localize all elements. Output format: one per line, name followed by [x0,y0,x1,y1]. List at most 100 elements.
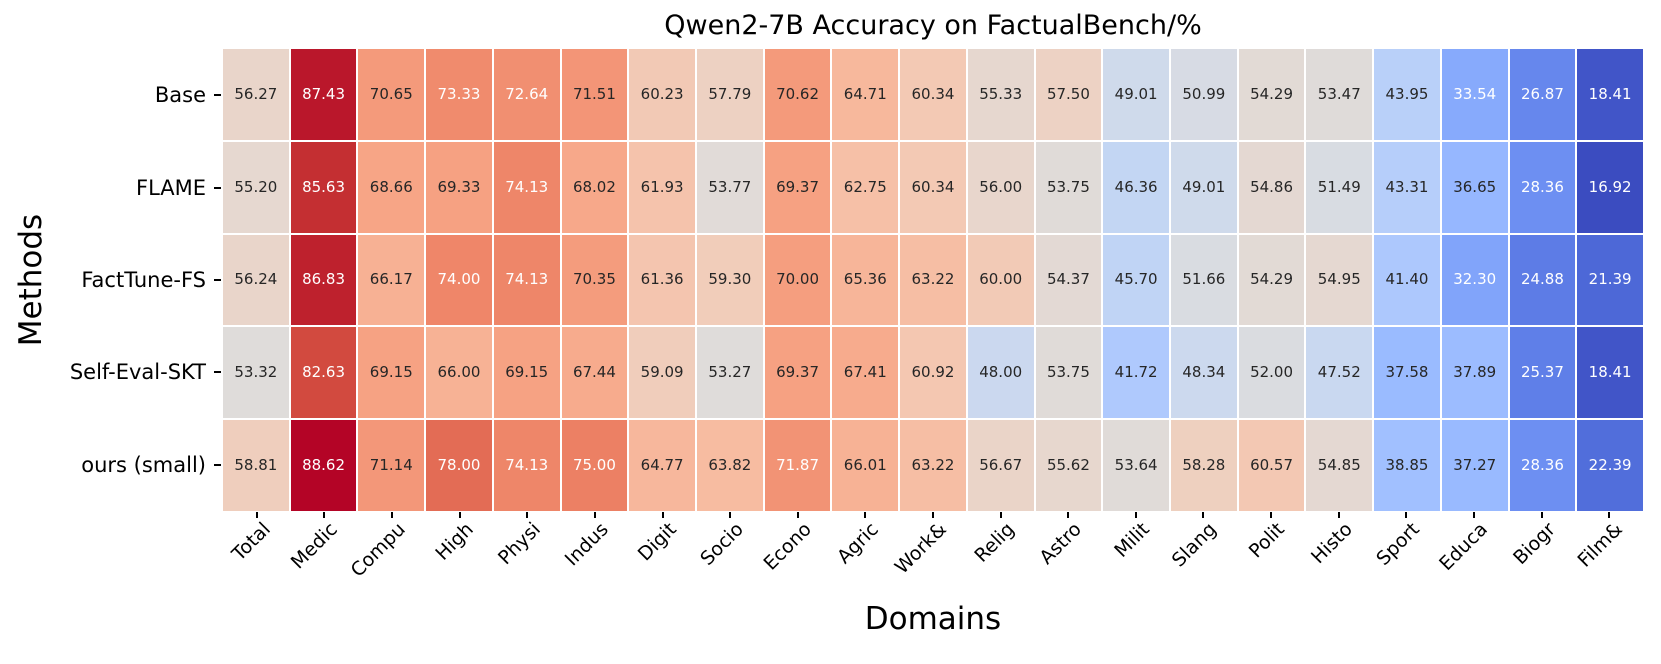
heatmap-cell: 68.02 [561,141,628,233]
heatmap-cell: 16.92 [1577,141,1643,233]
heatmap-cell: 56.24 [223,234,289,326]
heatmap-cell: 73.33 [426,49,492,140]
heatmap-cell: 88.62 [290,420,357,511]
heatmap-cell: 55.62 [1035,420,1102,511]
heatmap-cell: 49.01 [1103,49,1169,140]
heatmap-cell: 70.65 [358,49,425,140]
heatmap-cell: 85.63 [290,141,357,233]
x-tick-mark [796,512,799,518]
y-tick-label: Base [154,83,206,108]
heatmap-cell: 56.00 [967,141,1034,233]
heatmap-cell: 60.34 [900,49,966,140]
heatmap-cell: 41.40 [1374,234,1440,326]
heatmap-cell: 78.00 [426,420,492,511]
x-tick-mark [999,512,1002,518]
heatmap-cell: 60.23 [629,49,695,140]
heatmap-cell: 69.15 [493,327,560,419]
heatmap-cell: 21.39 [1577,234,1643,326]
x-tick-mark [391,512,394,518]
heatmap-cell: 74.13 [493,234,560,326]
heatmap-cell: 70.35 [561,234,628,326]
heatmap-cell: 18.41 [1577,49,1643,140]
heatmap-cell: 53.75 [1035,327,1102,419]
heatmap-cell: 28.36 [1509,141,1576,233]
x-tick-mark [1337,512,1340,518]
heatmap-cell: 45.70 [1103,234,1169,326]
heatmap-cell: 61.93 [629,141,695,233]
heatmap-cell: 82.63 [290,327,357,419]
heatmap-cell: 63.22 [900,234,966,326]
heatmap-cell: 63.82 [697,420,763,511]
heatmap-cell: 37.89 [1441,327,1508,419]
heatmap-cell: 50.99 [1171,49,1237,140]
heatmap-cell: 64.71 [832,49,899,140]
x-tick-mark [932,512,934,518]
heatmap-cell: 24.88 [1509,234,1576,326]
y-tick-label: FLAME [135,175,206,200]
heatmap-cell: 74.13 [493,141,560,233]
x-axis-label: Domains [864,601,1002,637]
heatmap-cell: 53.77 [697,141,763,233]
heatmap-cell: 64.77 [629,420,695,511]
heatmap-cell: 57.50 [1035,49,1102,140]
heatmap-cell: 32.30 [1441,234,1508,326]
heatmap-cell: 53.47 [1306,49,1373,140]
heatmap-cell: 51.49 [1306,141,1373,233]
heatmap-cell: 53.27 [697,327,763,419]
heatmap-cell: 49.01 [1171,141,1237,233]
heatmap-cell: 69.33 [426,141,492,233]
heatmap-cell: 68.66 [358,141,425,233]
heatmap-cell: 67.44 [561,327,628,419]
heatmap-cell: 60.00 [967,234,1034,326]
heatmap-cell: 51.66 [1171,234,1237,326]
x-tick-mark [1067,512,1070,518]
x-tick-mark [864,512,867,518]
heatmap-cell: 28.36 [1509,420,1576,511]
heatmap-cell: 46.36 [1103,141,1169,233]
heatmap-cell: 69.15 [358,327,425,419]
x-tick-mark [1202,512,1205,518]
heatmap-cell: 66.00 [426,327,492,419]
x-tick-mark [1540,512,1543,518]
y-tick-mark [214,279,221,281]
x-tick-mark [1134,512,1137,518]
heatmap-cell: 54.29 [1238,234,1305,326]
heatmap-cell: 55.33 [967,49,1034,140]
heatmap-cell: 87.43 [290,49,357,140]
heatmap-cell: 37.27 [1441,420,1508,511]
chart-title: Qwen2-7B Accuracy on FactualBench/% [664,10,1202,41]
x-tick-mark [1608,512,1611,518]
heatmap-cell: 71.51 [561,49,628,140]
heatmap-cell: 58.28 [1171,420,1237,511]
heatmap-cell: 74.00 [426,234,492,326]
x-tick-mark [593,512,596,518]
x-tick-mark [323,512,326,518]
heatmap-cell: 59.30 [697,234,763,326]
heatmap-cell: 63.22 [900,420,966,511]
x-tick-mark [255,512,258,518]
heatmap-cell: 69.37 [764,141,831,233]
heatmap-cell: 66.01 [832,420,899,511]
x-tick-mark [1472,512,1475,518]
x-tick-mark [661,512,664,518]
y-tick-mark [214,186,221,189]
heatmap-cell: 71.14 [358,420,425,511]
heatmap-cell: 56.27 [223,49,289,140]
heatmap-cell: 69.37 [764,327,831,419]
y-tick-label: FactTune-FS [81,268,206,292]
heatmap-cell: 33.54 [1441,49,1508,140]
heatmap-cell: 54.85 [1306,420,1373,511]
heatmap-cell: 43.31 [1374,141,1440,233]
heatmap-cell: 18.41 [1577,327,1643,419]
heatmap-cell: 61.36 [629,234,695,326]
heatmap-cell: 48.00 [967,327,1034,419]
heatmap-cell: 62.75 [832,141,899,233]
heatmap-cell: 54.37 [1035,234,1102,326]
heatmap-cell: 22.39 [1577,420,1643,511]
heatmap-cell: 67.41 [832,327,899,419]
y-tick-mark [214,371,221,374]
x-tick-mark [1405,512,1408,518]
heatmap-cell: 57.79 [697,49,763,140]
heatmap-cell: 70.00 [764,234,831,326]
heatmap-cell: 60.34 [900,141,966,233]
